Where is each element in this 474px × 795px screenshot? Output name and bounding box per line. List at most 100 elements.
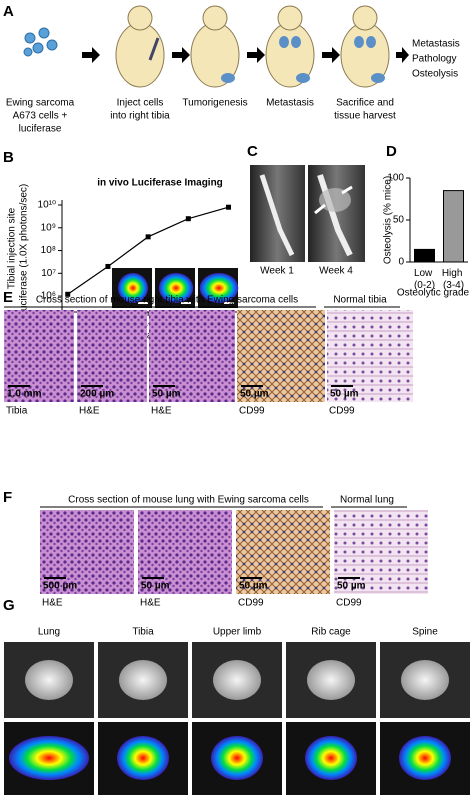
panel-letter: F bbox=[3, 489, 12, 506]
y-axis-label: luciferase (1.0X photons/sec) bbox=[19, 184, 30, 314]
scale-bar bbox=[142, 577, 164, 579]
micrograph bbox=[236, 510, 330, 594]
section-header: Cross section of mouse lung with Ewing s… bbox=[68, 495, 309, 506]
data-point bbox=[65, 291, 71, 297]
panel-letter: G bbox=[3, 597, 15, 614]
y-tick-label: 10⁹ bbox=[41, 222, 56, 233]
tissue bbox=[401, 660, 449, 700]
scale-bar bbox=[44, 577, 66, 579]
scale-label: 200 µm bbox=[80, 389, 114, 400]
panel-letter: C bbox=[247, 143, 258, 160]
caption: CD99 bbox=[239, 406, 265, 417]
tissue bbox=[213, 660, 261, 700]
y-axis-label: Osteolysis (% mice) bbox=[383, 176, 394, 264]
scale-bar bbox=[338, 577, 360, 579]
caption: H&E bbox=[79, 406, 100, 417]
label-line: (0-2) bbox=[414, 280, 435, 291]
scale-label: 50 µm bbox=[337, 581, 366, 592]
step-label: luciferase bbox=[19, 124, 62, 135]
section-header: Normal lung bbox=[340, 495, 394, 506]
tissue bbox=[307, 660, 355, 700]
organ-label: Spine bbox=[412, 627, 438, 638]
label-line: (3-4) bbox=[443, 280, 464, 291]
y-tick-label: 10¹⁰ bbox=[38, 200, 56, 211]
outcome-label: Pathology bbox=[412, 54, 456, 65]
micrograph bbox=[138, 510, 232, 594]
inset-signal bbox=[118, 273, 148, 303]
outcome-label: Metastasis bbox=[412, 39, 460, 50]
section-header: Normal tibia bbox=[333, 295, 387, 306]
step-label: A673 cells + bbox=[13, 111, 68, 122]
luminescence bbox=[399, 736, 451, 780]
section-header: Cross section of mouse right tibia with … bbox=[36, 295, 298, 306]
micrograph bbox=[40, 510, 134, 594]
step-label: into right tibia bbox=[110, 111, 170, 122]
scale-bar bbox=[331, 385, 353, 387]
caption: H&E bbox=[140, 598, 161, 609]
label-line: High bbox=[442, 268, 465, 279]
scale-bar bbox=[241, 385, 263, 387]
data-point bbox=[145, 234, 151, 240]
luminescence bbox=[9, 736, 89, 780]
bar bbox=[414, 248, 435, 263]
luminescence bbox=[305, 736, 357, 780]
scale-bar bbox=[240, 577, 262, 579]
caption: H&E bbox=[151, 406, 172, 417]
scale-label: 50 µm bbox=[330, 389, 359, 400]
step-label: Ewing sarcoma bbox=[6, 98, 75, 109]
caption: Tibia bbox=[6, 406, 28, 417]
micrograph bbox=[334, 510, 428, 594]
step-label: tissue harvest bbox=[334, 111, 396, 122]
scale-bar bbox=[8, 385, 30, 387]
week-label: Week 1 bbox=[260, 266, 294, 277]
scale-label: 50 µm bbox=[240, 389, 269, 400]
scale-bar bbox=[153, 385, 175, 387]
step-label: Metastasis bbox=[266, 98, 314, 109]
caption: CD99 bbox=[238, 598, 264, 609]
panel-letter: D bbox=[386, 143, 397, 160]
organ-label: Tibia bbox=[132, 627, 154, 638]
chart-title: in vivo Luciferase Imaging bbox=[97, 178, 223, 189]
data-point bbox=[105, 263, 111, 269]
scale-label: 1.0 mm bbox=[7, 389, 42, 400]
bar bbox=[443, 190, 464, 263]
panel-letter: A bbox=[3, 3, 14, 20]
x-axis-label: Osteolytic grade bbox=[397, 288, 470, 299]
x-tick-label: High (3-4) bbox=[442, 268, 465, 291]
y-tick-label: 10⁸ bbox=[41, 245, 56, 256]
scale-label: 500 µm bbox=[43, 581, 77, 592]
scale-label: 50 µm bbox=[152, 389, 181, 400]
y-axis-label: Tibial injection site bbox=[7, 207, 18, 289]
scale-label: 50 µm bbox=[239, 581, 268, 592]
y-tick-label: 10⁷ bbox=[41, 268, 56, 279]
x-tick-label: Low (0-2) bbox=[414, 268, 435, 291]
panel-c-images bbox=[250, 165, 365, 262]
tissue bbox=[119, 660, 167, 700]
organ-label: Rib cage bbox=[311, 627, 351, 638]
organ-label: Lung bbox=[38, 627, 60, 638]
organ-label: Upper limb bbox=[213, 627, 262, 638]
luminescence bbox=[117, 736, 169, 780]
panel-letter: E bbox=[3, 289, 13, 306]
caption: CD99 bbox=[336, 598, 362, 609]
inset-signal bbox=[199, 273, 239, 303]
step-label: Inject cells bbox=[117, 98, 164, 109]
panel-letter: B bbox=[3, 149, 14, 166]
scale-bar bbox=[81, 385, 103, 387]
y-tick-label: 100 bbox=[387, 173, 404, 184]
inset-signal bbox=[158, 273, 194, 303]
data-point bbox=[226, 204, 232, 210]
y-tick-label: 0 bbox=[398, 257, 404, 268]
luminescence bbox=[211, 736, 263, 780]
tissue bbox=[25, 660, 73, 700]
y-tick-label: 50 bbox=[393, 215, 405, 226]
scale-label: 50 µm bbox=[141, 581, 170, 592]
data-point bbox=[185, 216, 191, 222]
week-label: Week 4 bbox=[319, 266, 353, 277]
step-label: Tumorigenesis bbox=[182, 98, 247, 109]
panel-a bbox=[23, 5, 409, 88]
y-tick-label: 10⁶ bbox=[41, 291, 56, 302]
outcome-label: Osteolysis bbox=[412, 69, 458, 80]
x-tick-label: 14 bbox=[143, 318, 155, 329]
